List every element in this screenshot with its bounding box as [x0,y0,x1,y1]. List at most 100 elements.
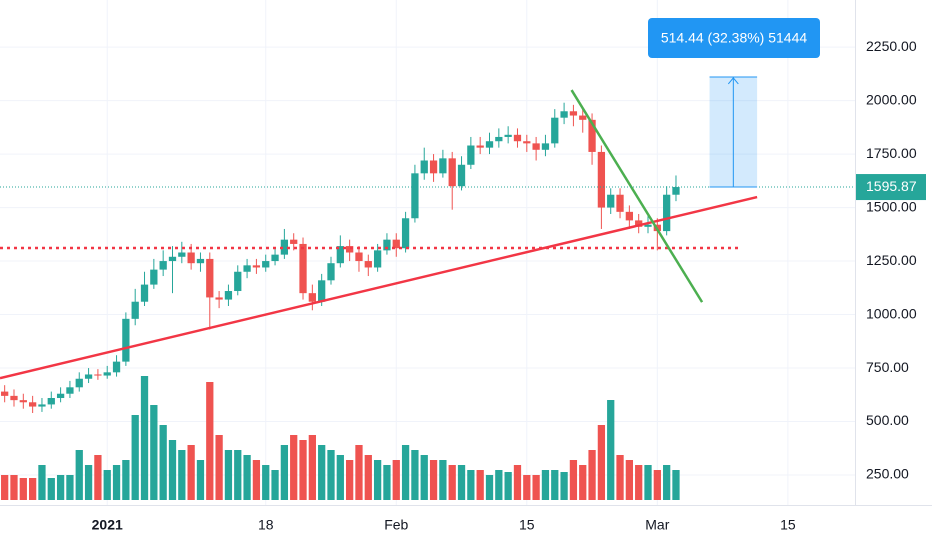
candle-body [112,361,121,373]
volume-bar [429,460,438,500]
volume-bar [10,475,18,500]
volume-bar [38,465,46,500]
candle-body [66,387,74,394]
candle-body [38,404,46,407]
volume-bar [28,478,37,500]
volume-bar [224,450,233,500]
candle-body [94,374,102,376]
candle-body [196,258,205,264]
candle-body [28,402,37,407]
volume-bar [327,450,335,500]
volume-bar [271,470,279,500]
candle-body [485,141,494,148]
price-label: 1595.87 [866,178,917,194]
volume-bar [607,400,615,500]
candle-body [318,280,326,302]
candle-body [635,220,643,227]
candle-body [103,372,111,376]
candle-body [383,239,391,251]
candle-body [439,158,447,174]
volume-bar [215,435,223,500]
volume-bar [94,455,102,500]
volume-bar [243,455,251,500]
volume-bar [47,478,55,500]
candle-body [168,256,177,262]
candle-body [159,261,167,270]
volume-bar [56,475,65,500]
volume-bar [103,470,111,500]
candle-body [607,194,615,208]
candle-body [290,239,298,244]
volume-bar [1,475,9,500]
candle-body [448,158,456,187]
volume-bar [495,470,503,500]
candle-body [579,115,587,120]
volume-bar [541,470,550,500]
volume-bar [122,460,130,500]
candle-body [411,173,419,219]
volume-bar [336,455,344,500]
candle-body [346,246,354,253]
candle-body [122,318,130,362]
volume-bar [635,465,643,500]
volume-bar [401,445,410,500]
volume-bar [597,425,606,500]
candle-body [1,391,9,396]
candle-body [625,211,633,221]
volume-bar [532,475,540,500]
volume-bar [672,470,680,500]
candle-body [84,374,93,379]
y-tick-label: 750.00 [866,359,909,375]
candle-body [336,246,344,264]
volume-bar [318,445,326,500]
volume-bar [504,472,512,500]
candle-body [280,239,289,255]
volume-bar [653,470,661,500]
candle-body [373,250,382,268]
trendline [570,89,704,303]
measure-label: 514.44 (32.38%) 51444 [661,30,808,46]
axes: 250.00 500.00 750.00 1000.00 1250.00 1500.00 1… [92,38,926,533]
candle-body [299,243,307,294]
candle-body [364,261,372,268]
volume-bar [383,465,391,500]
candle-body [569,111,578,116]
candle-body [467,145,475,165]
volume-bar [663,465,671,500]
candle-body [597,151,606,208]
volume-bar [420,455,428,500]
trendline [0,195,758,380]
volume-bar [373,460,382,500]
candle-body [75,378,83,388]
volume-bar [66,475,74,500]
candle-body [140,284,149,302]
candle-body [47,398,55,405]
volume-bar [485,475,494,500]
volume-bar [178,450,186,500]
candle-body [178,252,186,257]
candle-body [262,261,270,268]
volume-bar [131,415,139,500]
price-label-box [856,174,926,201]
y-tick-label: 1500.00 [866,198,917,214]
candle-body [495,136,503,142]
volume-bar [560,472,568,500]
candle-body [252,265,261,268]
volume-bar [84,465,93,500]
candle-body [504,134,512,137]
volume-bar [579,465,587,500]
volume-bar [439,460,447,500]
candle-body [10,395,18,401]
y-tick-label: 500.00 [866,412,909,428]
volume-bar [644,465,652,500]
x-tick-label: 18 [258,517,274,533]
candle-body [327,263,335,281]
candle-body [513,134,522,142]
volume-bar [467,470,475,500]
volume-bar [168,440,177,500]
x-tick-label: 15 [519,517,535,533]
candle-body [243,265,251,272]
y-tick-label: 1000.00 [866,305,917,321]
